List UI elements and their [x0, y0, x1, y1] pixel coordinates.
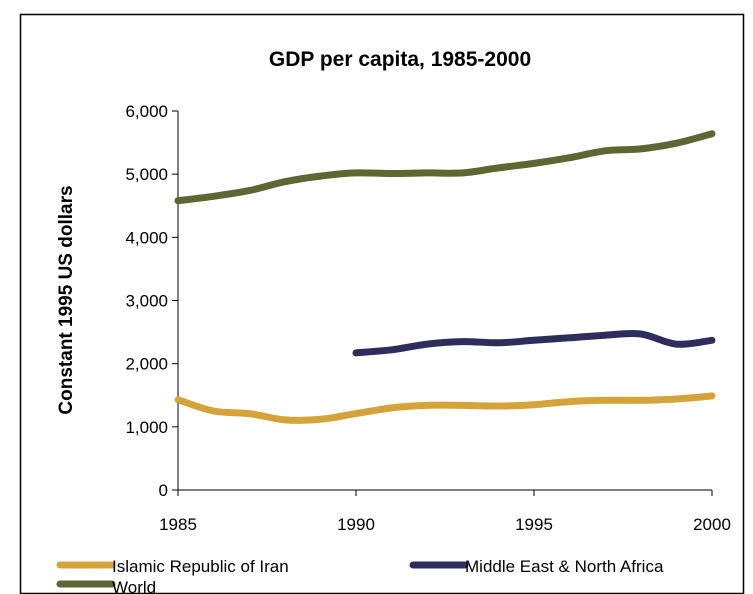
y-tick-label: 0 — [159, 481, 168, 500]
x-tick-label: 1990 — [337, 515, 375, 534]
x-tick-label: 1995 — [515, 515, 553, 534]
y-tick-label: 3,000 — [125, 292, 168, 311]
series-lines — [174, 130, 716, 424]
x-ticks: 1985 1990 1995 2000 — [159, 490, 731, 534]
legend: Islamic Republic of Iran Middle East & No… — [56, 557, 664, 594]
y-tick-label: 6,000 — [125, 102, 168, 121]
series-line-2 — [174, 130, 716, 205]
y-axis-label: Constant 1995 US dollars — [56, 185, 77, 414]
y-tick-label: 4,000 — [125, 228, 168, 247]
x-tick-label: 2000 — [693, 515, 731, 534]
x-tick-label: 1985 — [159, 515, 197, 534]
series-line-1 — [352, 329, 716, 357]
y-ticks: 0 1,000 2,000 3,000 4,000 5,000 6,000 — [125, 102, 178, 500]
y-tick-label: 5,000 — [125, 165, 168, 184]
chart-title: GDP per capita, 1985-2000 — [269, 48, 531, 71]
legend-label-1: Middle East & North Africa — [465, 557, 664, 576]
y-tick-label: 2,000 — [125, 355, 168, 374]
legend-label-0: Islamic Republic of Iran — [112, 557, 289, 576]
legend-label-2: World — [112, 578, 156, 594]
y-tick-label: 1,000 — [125, 418, 168, 437]
series-line-0 — [174, 392, 716, 424]
